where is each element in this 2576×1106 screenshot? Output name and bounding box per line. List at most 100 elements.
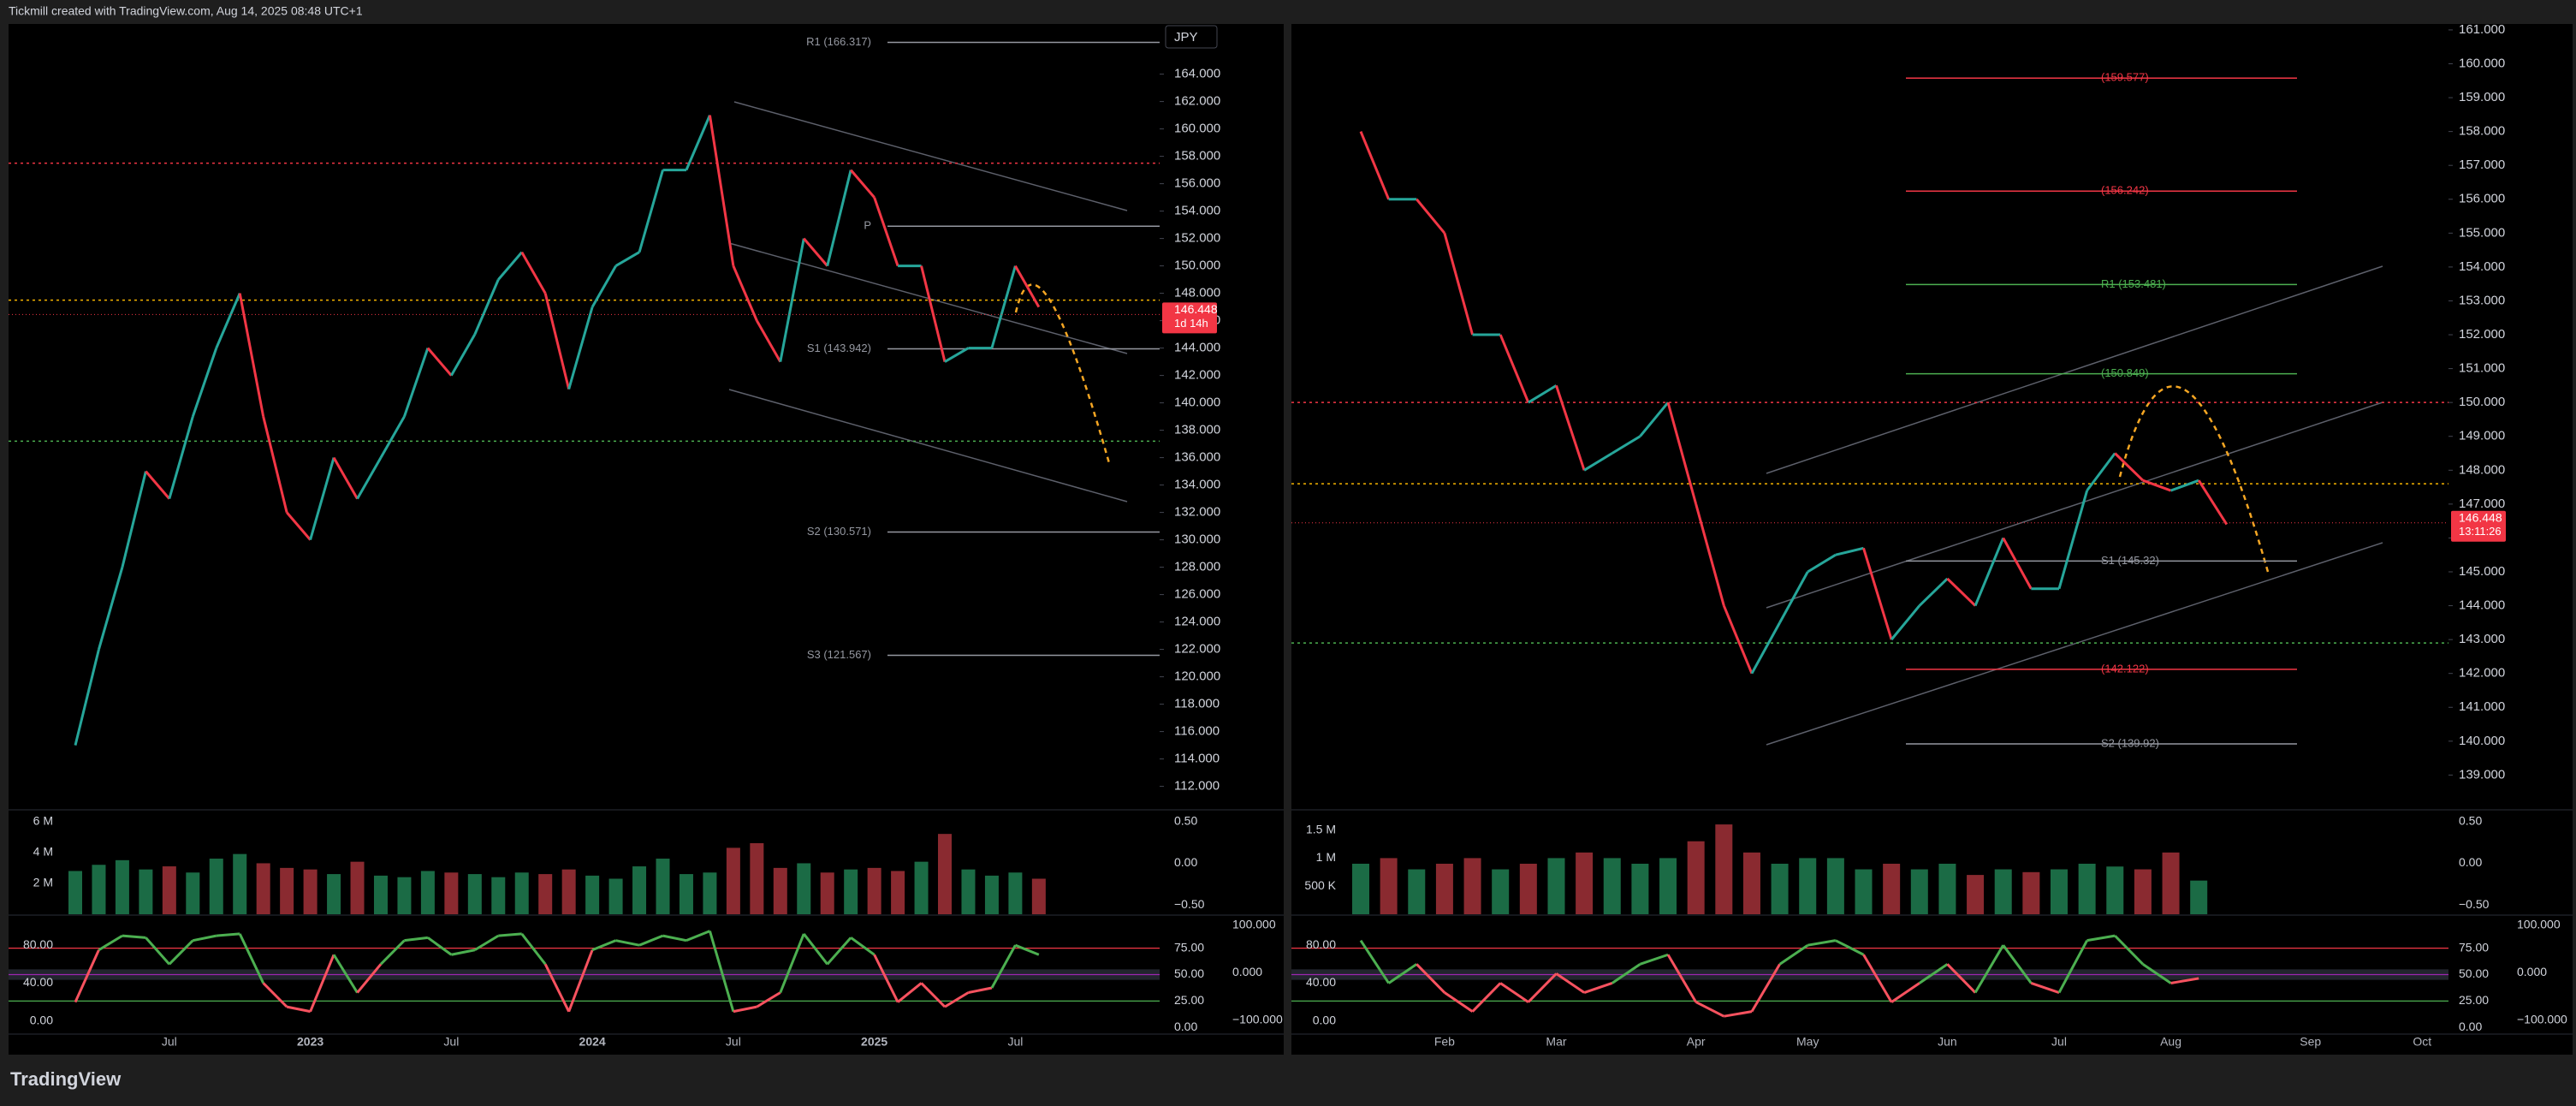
y-tick-label: 149.000 (2459, 429, 2505, 443)
volume-bar (1994, 869, 2012, 914)
oscillator-segment (944, 991, 970, 1008)
oscillator-segment (1666, 954, 1697, 1003)
pivot-label: R1 (153.481) (2101, 277, 2166, 290)
price-segment (1946, 577, 1977, 607)
volume-bar (1910, 869, 1928, 914)
price-tag (1162, 302, 1217, 334)
price-segment (286, 511, 312, 541)
volume-bar (373, 875, 388, 914)
y-tick-label: 152.000 (1174, 231, 1220, 246)
y-tick-label: 148.000 (2459, 462, 2505, 477)
price-tag (2451, 510, 2506, 542)
price-segment (191, 348, 218, 418)
price-segment (1359, 131, 1391, 200)
y-tick-label: 150.000 (1174, 259, 1220, 273)
volume-bar (561, 869, 576, 914)
volume-bar (726, 847, 740, 914)
volume-y2-tick-label: −0.50 (1174, 897, 1205, 911)
y-tick-label: 159.000 (2459, 90, 2505, 104)
price-segment (803, 237, 828, 267)
price-segment (850, 169, 875, 199)
volume-bar (162, 866, 176, 914)
volume-bar (514, 872, 529, 914)
oscillator-segment (733, 1005, 757, 1014)
pivot-label: S2 (130.571) (807, 525, 871, 538)
price-segment (920, 265, 947, 362)
oscillator-segment (920, 982, 947, 1008)
x-tick-label: Jul (2051, 1035, 2067, 1049)
oscillator-y3-tick-label: 0.000 (2517, 965, 2547, 978)
oscillator-segment (638, 934, 664, 947)
right-panel (1291, 24, 2573, 1055)
y-tick-label: 154.000 (1174, 204, 1220, 218)
volume-bar (1380, 858, 1398, 914)
price-segment (1750, 621, 1781, 675)
oscillator-segment (873, 954, 899, 1003)
volume-bar (115, 859, 129, 914)
oscillator-segment (1499, 982, 1529, 1003)
volume-bar (773, 867, 787, 914)
price-segment (990, 265, 1017, 349)
price-tag-timer: 1d 14h (1174, 317, 1208, 330)
currency-badge[interactable] (1165, 25, 1218, 49)
price-segment (332, 456, 359, 500)
oscillator-y2-tick-label: 50.00 (1174, 966, 1204, 980)
volume-bar (961, 869, 976, 914)
volume-bar (1883, 863, 1901, 914)
oscillator-segment (193, 934, 217, 942)
oscillator-tick-label: 40.00 (23, 975, 53, 989)
y-tick-label: 124.000 (1174, 615, 1220, 629)
x-tick-label: 2023 (297, 1035, 323, 1049)
price-segment (1974, 537, 2005, 607)
oscillator-segment (826, 937, 852, 966)
oscillator-segment (332, 954, 359, 994)
oscillator-tick-label: 40.00 (1306, 975, 1336, 989)
price-segment (2002, 537, 2033, 590)
oscillator-segment (1555, 972, 1585, 994)
pivot-label: S1 (143.942) (807, 342, 871, 354)
oscillator-segment (1724, 1010, 1753, 1018)
oscillator-segment (662, 934, 687, 942)
oscillator-segment (756, 991, 781, 1008)
price-segment (2057, 490, 2089, 590)
header-title: Tickmill created with TradingView.com, A… (9, 4, 363, 18)
volume-bar (984, 875, 999, 914)
price-segment (497, 251, 523, 281)
y-tick-label: 134.000 (1174, 478, 1220, 492)
oscillator-segment (1611, 963, 1641, 984)
oscillator-segment (98, 934, 123, 952)
oscillator-y3-tick-label: −100.000 (2517, 1012, 2567, 1026)
y-tick-label: 130.000 (1174, 532, 1220, 547)
volume-bar (2022, 871, 2040, 914)
volume-bar (467, 874, 482, 914)
price-segment (567, 306, 594, 390)
y-tick-label: 162.000 (1174, 94, 1220, 109)
y-tick-label: 116.000 (1174, 724, 1220, 739)
oscillator-y2-tick-label: 50.00 (2459, 966, 2489, 980)
price-segment (2170, 479, 2199, 492)
y-tick-label: 156.000 (1174, 176, 1220, 191)
oscillator-segment (1359, 939, 1390, 984)
price-segment (543, 293, 571, 389)
volume-bar (397, 877, 412, 914)
pivot-label: (156.242) (2101, 184, 2149, 197)
y-tick-label: 142.000 (1174, 368, 1220, 383)
volume-bar (1463, 858, 1481, 914)
y-tick-label: 153.000 (2459, 293, 2505, 307)
oscillator-segment (708, 931, 735, 1013)
volume-bar (750, 842, 764, 914)
channel-line (728, 389, 1128, 502)
y-tick-label: 164.000 (1174, 67, 1220, 81)
y-tick-label: 143.000 (2459, 632, 2505, 646)
oscillator-segment (498, 932, 522, 937)
oscillator-segment (567, 949, 594, 1013)
volume-bar (914, 861, 929, 914)
oscillator-segment (74, 949, 100, 1003)
volume-tick-label: 500 K (1304, 878, 1336, 892)
price-segment (145, 470, 170, 500)
price-segment (1443, 232, 1475, 336)
price-segment (74, 649, 100, 746)
volume-bar (1352, 863, 1369, 914)
volume-bar (256, 863, 270, 914)
